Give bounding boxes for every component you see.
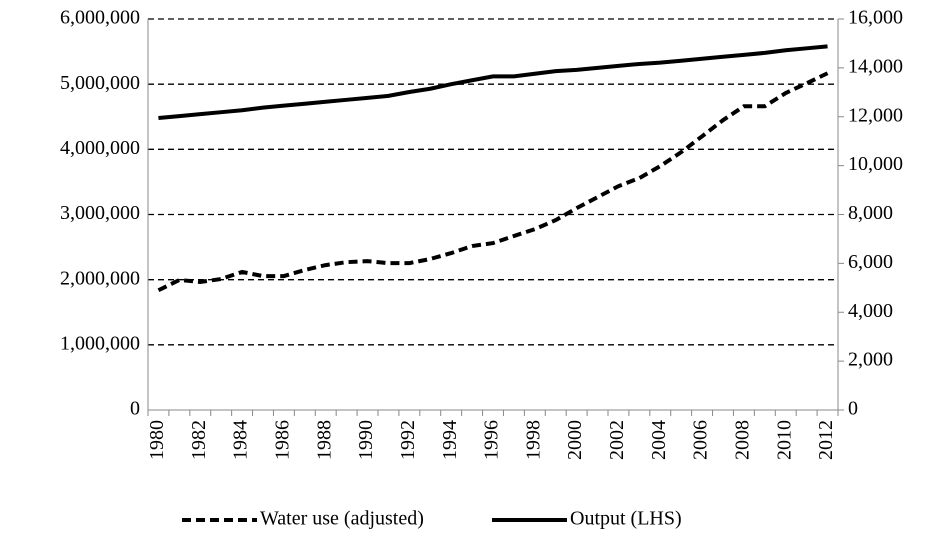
y-tick-label: 0	[130, 398, 140, 420]
x-tick-label: 2012	[815, 420, 837, 460]
legend-label: Output (LHS)	[570, 508, 682, 530]
x-tick-label: 1980	[146, 420, 168, 460]
x-tick-label: 1994	[439, 420, 461, 460]
y2-tick-label: 14,000	[848, 55, 903, 77]
x-tick-label: 1988	[313, 420, 335, 460]
x-tick-label: 2002	[606, 420, 628, 460]
y2-tick-label: 12,000	[848, 104, 903, 126]
series-line	[157, 71, 829, 293]
y2-tick-label: 0	[848, 398, 858, 420]
y-tick-label: 6,000,000	[60, 7, 140, 29]
y2-tick-label: 2,000	[848, 349, 893, 371]
x-tick-label: 2006	[690, 420, 712, 460]
y-tick-label: 5,000,000	[60, 72, 140, 94]
x-tick-label: 2000	[564, 420, 586, 460]
x-tick-label: 1996	[481, 420, 503, 460]
series-line	[158, 44, 828, 121]
x-tick-label: 2008	[732, 420, 754, 460]
x-tick-label: 1982	[188, 420, 210, 460]
legend-label: Water use (adjusted)	[260, 508, 424, 530]
y-tick-label: 3,000,000	[60, 202, 140, 224]
y-tick-label: 4,000,000	[60, 137, 140, 159]
x-tick-label: 2004	[648, 420, 670, 460]
x-tick-label: 1986	[272, 420, 294, 460]
x-tick-label: 1984	[230, 420, 252, 460]
y2-tick-label: 8,000	[848, 202, 893, 224]
x-tick-label: 2010	[773, 420, 795, 460]
y2-tick-label: 10,000	[848, 153, 903, 175]
y2-tick-label: 6,000	[848, 251, 893, 273]
x-tick-label: 1998	[522, 420, 544, 460]
y-tick-label: 1,000,000	[60, 332, 140, 354]
x-tick-label: 1992	[397, 420, 419, 460]
x-tick-label: 1990	[355, 420, 377, 460]
y2-tick-label: 4,000	[848, 300, 893, 322]
y2-tick-label: 16,000	[848, 7, 903, 29]
y-tick-label: 2,000,000	[60, 267, 140, 289]
